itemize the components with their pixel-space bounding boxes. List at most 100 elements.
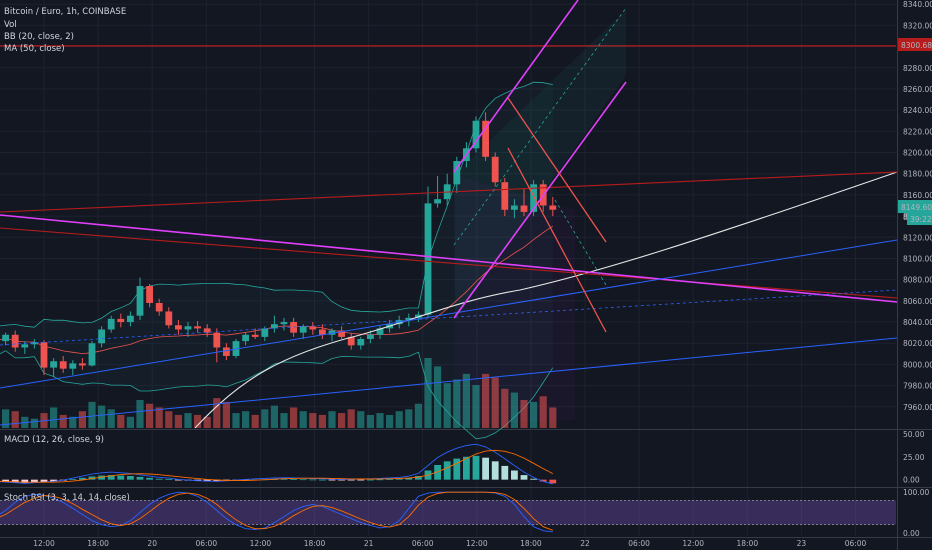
candle-body[interactable] <box>367 334 374 340</box>
volume-bar <box>251 414 259 428</box>
stoch-band <box>0 500 896 525</box>
candle-body[interactable] <box>194 326 201 329</box>
candle-body[interactable] <box>405 317 413 320</box>
candle-body[interactable] <box>271 324 278 329</box>
candle-body[interactable] <box>88 343 96 366</box>
candle-body[interactable] <box>299 326 307 333</box>
candle-body[interactable] <box>242 334 249 342</box>
channel-upper[interactable] <box>453 0 579 173</box>
price-tick-label: 8320.00 <box>903 21 932 30</box>
candle-body[interactable] <box>453 161 461 185</box>
candle-body[interactable] <box>338 330 345 337</box>
candle-body[interactable] <box>69 363 77 369</box>
candle-body[interactable] <box>11 334 19 348</box>
candle-body[interactable] <box>251 334 259 337</box>
candle-body[interactable] <box>146 286 153 303</box>
red-trendline-upper[interactable] <box>0 171 898 213</box>
blue-trendline-upper[interactable] <box>0 239 898 389</box>
candle-body[interactable] <box>549 205 557 210</box>
candle-body[interactable] <box>165 311 173 326</box>
volume-bar <box>88 401 96 428</box>
candle-body[interactable] <box>328 330 336 335</box>
volume-bar <box>366 414 374 428</box>
magenta-trendline[interactable] <box>0 214 898 303</box>
red-trendline-lower[interactable] <box>0 227 898 299</box>
time-tick-label: 22 <box>580 539 590 548</box>
candle-body[interactable] <box>98 329 105 344</box>
macd-histogram-bar <box>482 457 489 480</box>
down-channel-mid[interactable] <box>554 199 607 286</box>
candle-body[interactable] <box>501 182 509 210</box>
candle-body[interactable] <box>117 318 125 323</box>
candle-body[interactable] <box>491 156 499 183</box>
volume-bar <box>11 411 19 428</box>
time-tick-label: 18:00 <box>736 539 758 548</box>
candle-body[interactable] <box>530 184 537 212</box>
candle-body[interactable] <box>261 328 269 337</box>
macd-histogram-bar <box>405 477 413 480</box>
candle-body[interactable] <box>59 361 67 369</box>
candle-body[interactable] <box>50 361 57 368</box>
candle-body[interactable] <box>472 120 480 149</box>
forecast-zone[interactable] <box>454 10 626 320</box>
candle-body[interactable] <box>415 314 422 318</box>
candlestick-series[interactable] <box>0 112 557 378</box>
candle-body[interactable] <box>376 328 384 335</box>
volume-bar <box>530 401 538 428</box>
candle-body[interactable] <box>434 199 441 204</box>
volume-bar <box>318 414 326 428</box>
candle-body[interactable] <box>223 347 230 356</box>
macd-histogram-bar <box>50 479 57 482</box>
volume-bar <box>232 413 240 428</box>
macd-histogram-bar <box>107 475 115 480</box>
macd-tick-label: 0.00 <box>903 476 920 485</box>
channel-lower[interactable] <box>453 81 627 319</box>
volume-bar <box>98 405 106 428</box>
macd-tick-label: 50.00 <box>903 430 925 439</box>
resistance-tag: 8300.68 <box>901 41 932 50</box>
candle-body[interactable] <box>40 342 48 368</box>
candle-body[interactable] <box>155 302 163 312</box>
candle-body[interactable] <box>511 205 518 210</box>
projection-zone[interactable] <box>455 175 575 425</box>
candle-body[interactable] <box>175 325 182 330</box>
volume-bar <box>520 400 528 428</box>
candle-body[interactable] <box>280 322 288 325</box>
time-tick-label: 18:00 <box>87 539 109 548</box>
candle-body[interactable] <box>136 286 144 316</box>
candle-body[interactable] <box>107 318 115 330</box>
candle-body[interactable] <box>357 339 365 346</box>
candle-body[interactable] <box>347 336 355 346</box>
volume-bar <box>69 416 77 428</box>
candle-body[interactable] <box>203 328 211 333</box>
trend-overlays[interactable] <box>0 0 898 426</box>
candle-body[interactable] <box>31 342 38 345</box>
candle-body[interactable] <box>79 363 86 366</box>
candle-body[interactable] <box>482 120 489 157</box>
macd-histogram-bar <box>175 479 182 481</box>
volume-bar <box>290 407 298 428</box>
candle-body[interactable] <box>184 326 192 330</box>
candle-body[interactable] <box>319 329 326 335</box>
countdown-tag-bg <box>907 213 932 225</box>
candle-body[interactable] <box>232 341 240 356</box>
candle-body[interactable] <box>309 326 317 330</box>
down-channel-lower[interactable] <box>507 147 607 333</box>
candle-body[interactable] <box>213 332 221 348</box>
drawing-tools[interactable] <box>0 10 896 425</box>
down-channel-upper[interactable] <box>507 97 607 243</box>
candle-body[interactable] <box>520 205 528 212</box>
macd-histogram-bar <box>136 476 144 480</box>
candle-body[interactable] <box>424 203 432 315</box>
candle-body[interactable] <box>127 315 134 323</box>
macd-histogram-bar <box>491 461 499 480</box>
candle-body[interactable] <box>21 344 29 348</box>
blue-trendline-lower[interactable] <box>0 337 898 426</box>
stoch-d-line <box>0 491 553 531</box>
volume-bar <box>491 377 499 428</box>
channel-midline[interactable] <box>453 7 627 246</box>
time-tick-label: 06:00 <box>845 539 867 548</box>
time-tick-label: 18:00 <box>304 539 326 548</box>
candle-body[interactable] <box>2 334 9 342</box>
